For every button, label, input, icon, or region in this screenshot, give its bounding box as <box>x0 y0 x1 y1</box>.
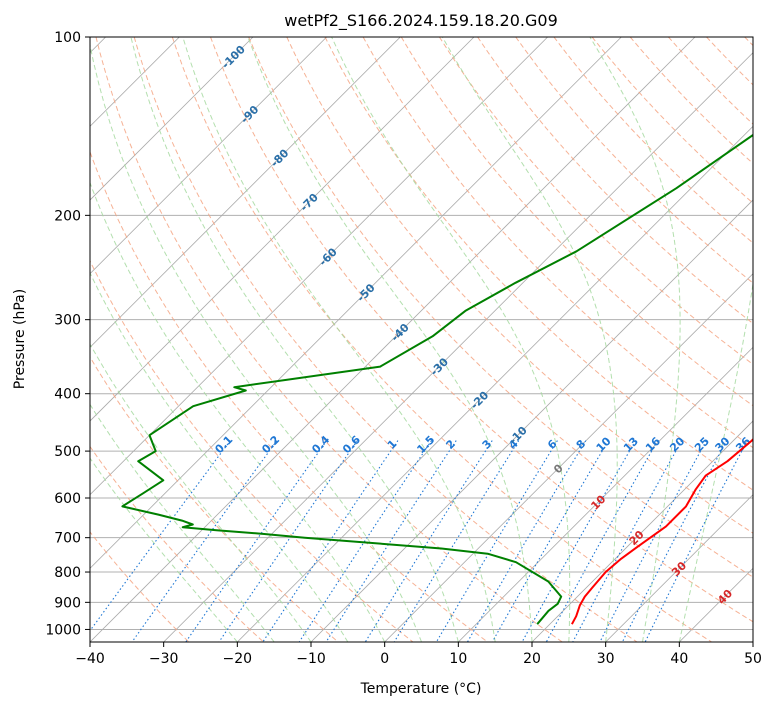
isotherm-gridline <box>90 37 254 201</box>
dry-adiabat <box>90 259 414 642</box>
moist-adiabat <box>441 37 618 642</box>
dry-adiabat <box>362 37 753 449</box>
dry-adiabat <box>171 37 712 642</box>
plot-frame <box>89 36 754 643</box>
mixing-ratio-line <box>545 440 659 642</box>
mixing-ratio-line <box>521 440 637 642</box>
dry-adiabat <box>286 37 753 534</box>
x-tick-label: 20 <box>523 651 541 667</box>
isotherm-gridline <box>90 37 401 348</box>
dry-adiabat <box>553 37 753 244</box>
y-tick-label: 1000 <box>45 622 81 638</box>
dry-adiabat <box>248 37 753 578</box>
mixing-ratio-line <box>298 440 432 642</box>
mixing-ratio-line <box>90 440 231 632</box>
y-tick-label: 100 <box>54 30 81 46</box>
mixing-ratio-line <box>435 440 558 642</box>
chart-title: wetPf2_S166.2024.159.18.20.G09 <box>284 11 558 31</box>
moist-adiabat <box>90 42 422 642</box>
x-tick-label: 10 <box>449 651 467 667</box>
x-tick-label: 0 <box>380 651 389 667</box>
x-tick-label: −10 <box>296 651 326 667</box>
dewpoint-profile-line <box>121 133 753 625</box>
mixing-ratio-line <box>491 440 609 642</box>
dry-adiabat <box>324 37 753 491</box>
isotherm-gridline <box>90 37 327 275</box>
dry-adiabat <box>438 37 753 365</box>
mixing-ratio-line <box>325 440 457 642</box>
y-tick-label: 400 <box>54 387 81 403</box>
dry-adiabat <box>95 37 563 642</box>
isotherm-gridline <box>163 52 753 642</box>
x-tick-label: −20 <box>223 651 253 667</box>
isotherm-gridline <box>384 273 753 642</box>
moist-adiabat <box>90 271 349 642</box>
dry-adiabat <box>133 37 638 642</box>
moist-adiabat <box>90 181 386 642</box>
y-tick-label: 600 <box>54 491 81 507</box>
y-tick-label: 800 <box>54 565 81 581</box>
y-tick-label: 900 <box>54 595 81 611</box>
x-tick-label: 50 <box>744 651 762 667</box>
mixing-ratio-line <box>131 440 278 642</box>
moist-adiabat <box>247 37 533 642</box>
y-axis-label: Pressure (hPa) <box>12 289 28 389</box>
moist-adiabat <box>589 37 681 642</box>
y-tick-label: 700 <box>54 531 81 547</box>
plot-area: 0.1 0.2 0.4 0.6 1 1.5 2 3 4 6 8 10 13 16 20 25 30 36-100-… <box>90 37 753 642</box>
dry-adiabat <box>629 37 753 165</box>
x-tick-label: −30 <box>149 651 179 667</box>
temperature-profile-line <box>571 437 753 625</box>
isotherm-gridline <box>90 37 622 569</box>
dry-adiabat <box>515 37 753 284</box>
dry-adiabat <box>210 37 753 623</box>
x-tick-label: −40 <box>75 651 105 667</box>
mixing-ratio-line <box>218 440 358 642</box>
dry-adiabat <box>90 445 264 642</box>
isotherm-gridline <box>90 37 548 496</box>
mixing-ratio-line <box>467 440 587 642</box>
x-tick-label: 30 <box>597 651 615 667</box>
mixing-ratio-line <box>621 440 728 642</box>
y-tick-label: 300 <box>54 313 81 329</box>
x-tick-label: 40 <box>670 651 688 667</box>
axis-ticks: −40 −30 −20 −10 0 10 20 30 40 50 100 200 300 400 500 60… <box>45 30 762 667</box>
y-tick-label: 200 <box>54 208 81 224</box>
isotherm-gridline <box>90 37 475 422</box>
moist-adiabat <box>678 280 753 642</box>
mixing-ratio-line <box>262 440 399 642</box>
isotherm-gridline <box>605 494 753 642</box>
dry-adiabat <box>400 37 753 407</box>
moist-adiabat <box>331 37 571 642</box>
moist-adiabat <box>182 37 496 642</box>
moist-adiabat <box>130 37 459 642</box>
mixing-ratio-line <box>185 440 328 642</box>
isotherm-gridline <box>458 346 753 642</box>
y-tick-label: 500 <box>54 444 81 460</box>
x-axis-label: Temperature (°C) <box>360 681 482 697</box>
moist-adiabat <box>90 403 275 642</box>
isotherm-gridline <box>531 420 753 642</box>
mixing-ratio-line <box>644 440 748 642</box>
dry-adiabat <box>90 355 339 642</box>
moist-adiabat <box>90 457 238 642</box>
moist-adiabat <box>90 343 312 642</box>
